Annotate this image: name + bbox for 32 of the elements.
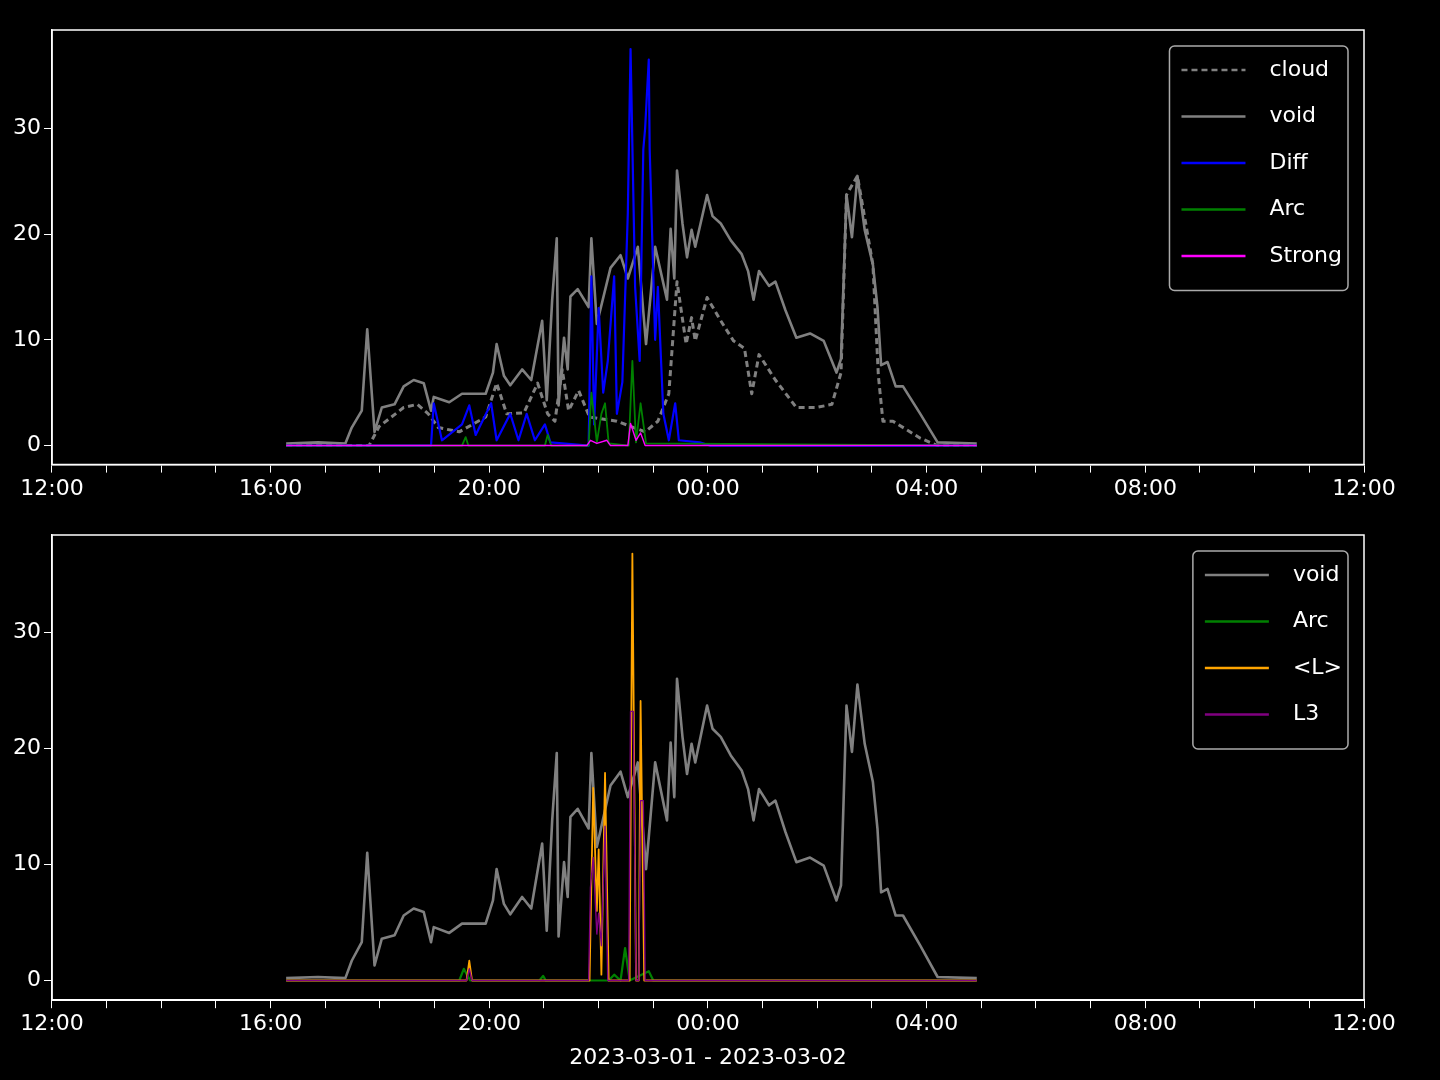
x-tick-label: 20:00 <box>457 474 522 500</box>
x-tick-label: 20:00 <box>457 1010 522 1036</box>
y-tick-label: 10 <box>12 325 41 351</box>
x-tick-label: 00:00 <box>676 474 740 500</box>
y-tick-label: 10 <box>12 850 41 876</box>
legend-label: Arc <box>1269 195 1306 221</box>
x-tick-label: 12:00 <box>20 474 84 500</box>
x-tick-label: 16:00 <box>238 474 303 500</box>
x-axis-title: 2023-03-01 - 2023-03-02 <box>569 1043 847 1069</box>
legend-label: cloud <box>1269 55 1330 81</box>
y-tick-label: 30 <box>12 618 41 644</box>
x-tick-label: 12:00 <box>1332 474 1396 500</box>
x-tick-label: 08:00 <box>1113 474 1178 500</box>
legend-label: void <box>1269 102 1317 128</box>
y-tick-label: 20 <box>12 219 41 245</box>
y-tick-label: 0 <box>26 966 41 992</box>
x-tick-label: 04:00 <box>894 474 959 500</box>
x-tick-label: 00:00 <box>676 1010 740 1036</box>
x-tick-label: 12:00 <box>20 1010 84 1036</box>
legend-label: <L> <box>1292 653 1342 679</box>
x-tick-label: 16:00 <box>238 1010 303 1036</box>
x-tick-label: 08:00 <box>1113 1010 1178 1036</box>
y-tick-label: 30 <box>12 114 41 140</box>
legend-label: void <box>1292 560 1340 586</box>
legend-label: L3 <box>1292 700 1320 726</box>
y-tick-label: 20 <box>12 734 41 760</box>
legend-label: Strong <box>1269 241 1343 267</box>
y-tick-label: 0 <box>26 431 41 457</box>
legend-label: Arc <box>1292 607 1329 633</box>
x-tick-label: 12:00 <box>1332 1010 1396 1036</box>
legend-label: Diff <box>1269 148 1309 174</box>
x-tick-label: 04:00 <box>894 1010 959 1036</box>
